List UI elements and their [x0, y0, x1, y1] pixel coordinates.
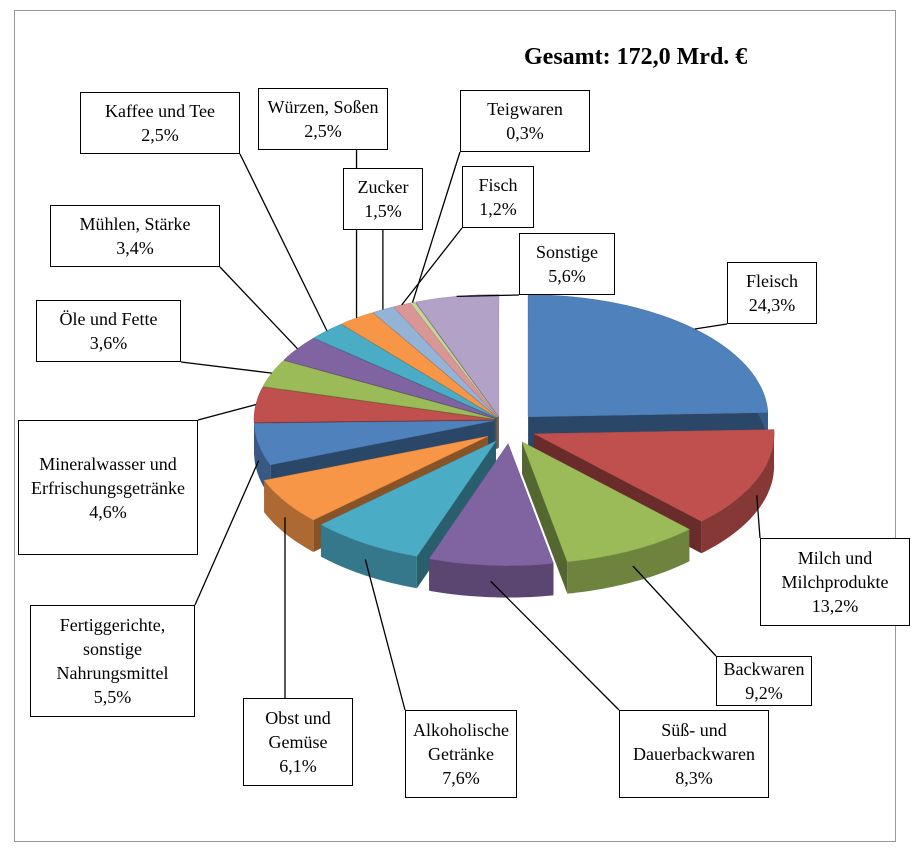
slice-top — [393, 302, 498, 417]
label-category: Fertiggerichte, sonstige Nahrungsmittel — [56, 615, 169, 683]
label-value: 2,5% — [304, 121, 342, 141]
leader-line — [632, 565, 717, 657]
slice-top — [428, 443, 554, 566]
label-category: Alkoholische Getränke — [413, 720, 509, 764]
label-category: Milch und Milchprodukte — [781, 548, 889, 592]
label-value: 1,2% — [479, 199, 517, 219]
label-value: 5,6% — [548, 266, 586, 286]
label-category: Mineralwasser und Erfrischungsgetränke — [31, 453, 185, 498]
leader-line — [401, 227, 463, 306]
slice-side — [522, 441, 568, 594]
label-value: 1,5% — [364, 201, 402, 221]
label-category: Zucker — [357, 177, 409, 197]
pie-slice — [428, 443, 554, 598]
slice-top — [253, 386, 495, 423]
slice-side — [701, 429, 775, 554]
slice-side — [264, 480, 314, 552]
data-label: Mineralwasser und Erfrischungsgetränke 4,… — [18, 420, 198, 555]
pie-slice — [521, 441, 690, 594]
label-value: 9,2% — [745, 683, 783, 703]
leader-line — [756, 495, 761, 539]
leader-line — [180, 361, 272, 374]
leader-line — [490, 580, 620, 711]
leader-line — [456, 294, 520, 298]
chart-frame — [14, 10, 896, 842]
slice-side — [567, 529, 690, 594]
label-value: 6,1% — [279, 756, 317, 776]
data-label: Mühlen, Stärke 3,4% — [50, 205, 220, 267]
label-value: 24,3% — [748, 295, 796, 315]
slice-top — [341, 312, 497, 418]
slice-top — [533, 429, 775, 522]
data-label: Öle und Fette 3,6% — [36, 300, 181, 362]
label-category: Teigwaren — [487, 99, 563, 119]
label-category: Süß- und Dauerbackwaren — [633, 720, 755, 764]
slice-top — [253, 420, 495, 466]
data-label: Fisch 1,2% — [462, 166, 534, 228]
label-category: Sonstige — [535, 242, 598, 262]
label-value: 7,6% — [442, 768, 480, 788]
leader-line — [364, 559, 406, 711]
data-label: Sonstige 5,6% — [519, 233, 615, 295]
label-category: Würzen, Soßen — [267, 97, 379, 117]
data-label: Süß- und Dauerbackwaren 8,3% — [619, 710, 769, 798]
slice-top — [521, 441, 690, 562]
slice-top — [283, 338, 496, 419]
label-value: 3,6% — [89, 333, 128, 353]
leader-line — [239, 153, 328, 332]
chart-title: Gesamt: 172,0 Mrd. € — [524, 44, 748, 70]
data-label: Fleisch 24,3% — [727, 262, 817, 324]
label-value: 4,6% — [89, 501, 127, 522]
label-category: Mühlen, Stärke — [79, 214, 191, 234]
leader-line — [219, 266, 298, 350]
label-value: 8,3% — [675, 768, 713, 788]
leader-line — [197, 403, 257, 421]
label-value: 2,5% — [141, 125, 179, 145]
label-value: 5,5% — [93, 687, 132, 707]
label-category: Obst und Gemüse — [265, 708, 331, 752]
leader-line — [411, 151, 461, 303]
slice-top — [262, 360, 495, 419]
leader-line — [694, 323, 728, 330]
label-category: Backwaren — [723, 659, 805, 679]
data-label: Teigwaren 0,3% — [460, 90, 590, 152]
data-label: Würzen, Soßen 2,5% — [258, 88, 388, 150]
label-category: Öle und Fette — [59, 309, 158, 329]
slice-side — [429, 558, 554, 598]
data-label: Backwaren 9,2% — [716, 656, 812, 706]
data-label: Zucker 1,5% — [343, 168, 423, 230]
label-category: Kaffee und Tee — [104, 101, 216, 121]
leader-line — [194, 460, 260, 606]
slice-side — [254, 423, 271, 497]
data-label: Obst und Gemüse 6,1% — [243, 698, 353, 786]
slice-side — [321, 524, 417, 589]
slice-top — [320, 440, 497, 557]
label-value: 13,2% — [811, 596, 859, 616]
label-category: Fisch — [478, 175, 518, 195]
slice-top — [263, 436, 489, 521]
label-value: 0,3% — [506, 123, 544, 143]
label-category: Fleisch — [746, 271, 798, 291]
data-label: Alkoholische Getränke 7,6% — [405, 710, 517, 798]
data-label: Milch und Milchprodukte 13,2% — [760, 538, 910, 626]
data-label: Fertiggerichte, sonstige Nahrungsmittel 5… — [30, 605, 195, 717]
data-label: Kaffee und Tee 2,5% — [80, 92, 240, 154]
label-value: 3,4% — [116, 238, 154, 258]
